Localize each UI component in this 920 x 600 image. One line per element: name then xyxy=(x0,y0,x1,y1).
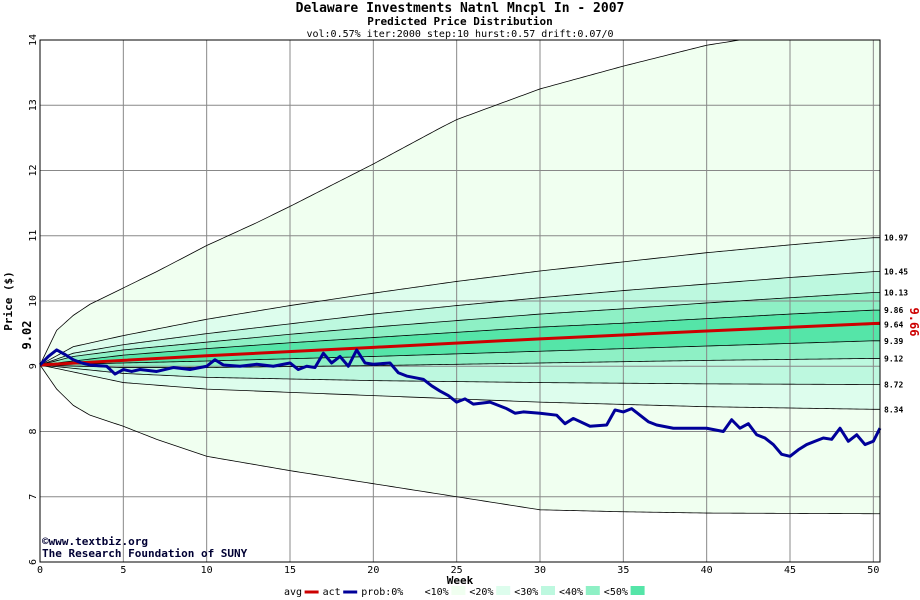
band-line-10.13 xyxy=(39,292,880,366)
legend-label-4: <20% xyxy=(469,587,493,598)
x-tick-label-30: 30 xyxy=(534,565,546,576)
band-end-label-9.39: 9.39 xyxy=(884,337,903,346)
plot-frame xyxy=(39,39,881,563)
band-line-outer-lower xyxy=(39,364,880,515)
x-tick-label-20: 20 xyxy=(367,565,379,576)
end-avg-label: 9.66 xyxy=(907,308,920,337)
y-axis-label: Price ($) xyxy=(2,271,15,331)
band-end-label-10.45: 10.45 xyxy=(884,268,908,277)
band-line-8.72 xyxy=(39,364,880,385)
start-price-label: 9.02 xyxy=(20,321,34,350)
x-axis-label: Week xyxy=(447,574,474,587)
legend-label-3: <10% xyxy=(425,587,449,598)
legend-label-0: avg xyxy=(284,587,302,598)
band-line-9.86 xyxy=(39,309,880,366)
legend-swatch-4 xyxy=(496,586,511,595)
band-end-label-9.64: 9.64 xyxy=(884,320,903,329)
band-line-10.97 xyxy=(39,237,880,366)
x-tick-label-50: 50 xyxy=(867,565,879,576)
legend-label-6: <40% xyxy=(559,587,583,598)
x-tick-label-5: 5 xyxy=(120,565,126,576)
credit-org: The Research Foundation of SUNY xyxy=(42,547,248,560)
chart-params: vol:0.57% iter:2000 step:10 hurst:0.57 d… xyxy=(306,29,613,40)
grid-lines xyxy=(39,39,880,563)
y-tick-label-12: 12 xyxy=(28,164,39,176)
chart-subtitle: Predicted Price Distribution xyxy=(367,15,552,28)
band-end-label-10.13: 10.13 xyxy=(884,289,908,298)
y-tick-label-8: 8 xyxy=(28,428,39,434)
y-tick-label-14: 14 xyxy=(28,34,39,46)
legend-swatch-5 xyxy=(541,586,555,595)
series-line-avg xyxy=(39,321,881,367)
x-tick-label-10: 10 xyxy=(201,565,213,576)
chart-title: Delaware Investments Natnl Mncpl In - 20… xyxy=(296,1,625,16)
band-line-9.39 xyxy=(39,340,880,366)
x-tick-label-45: 45 xyxy=(784,565,796,576)
band-end-label-10.97: 10.97 xyxy=(884,234,908,243)
legend-label-2: prob:0% xyxy=(361,587,403,598)
legend-swatch-6 xyxy=(585,586,600,595)
series-line-act xyxy=(38,348,882,458)
y-tick-label-11: 11 xyxy=(28,230,39,242)
series-lines xyxy=(38,321,882,458)
y-tick-label-13: 13 xyxy=(28,99,39,111)
legend-swatch-7 xyxy=(630,586,645,595)
x-tick-label-15: 15 xyxy=(284,565,296,576)
x-tick-label-0: 0 xyxy=(37,565,43,576)
band-end-labels: 10.97 10.45 10.13 9.86 9.64 9.39 9.12 8.72 8.34 xyxy=(884,234,908,415)
band-line-10.45 xyxy=(39,271,880,366)
legend: avg act prob:0% <10% <20% <30% <40% <50% xyxy=(284,586,645,598)
credit-url: ©www.textbiz.org xyxy=(42,535,148,548)
x-tick-label-40: 40 xyxy=(701,565,713,576)
legend-swatch-3 xyxy=(451,586,466,595)
y-tick-label-6: 6 xyxy=(28,559,39,565)
band-fill-core xyxy=(40,310,880,365)
x-tick-label-35: 35 xyxy=(617,565,629,576)
legend-label-1: act xyxy=(323,587,341,598)
x-tick-labels: 0 5 10 15 20 25 30 35 40 45 50 xyxy=(37,565,879,576)
y-tick-label-10: 10 xyxy=(28,295,39,307)
legend-swatch-2 xyxy=(406,586,421,595)
band-end-label-8.34: 8.34 xyxy=(884,405,903,414)
band-end-label-9.12: 9.12 xyxy=(884,354,903,363)
y-tick-label-7: 7 xyxy=(28,494,39,500)
legend-label-7: <50% xyxy=(604,587,628,598)
legend-label-5: <30% xyxy=(514,587,538,598)
y-tick-labels: 6 7 8 9 10 11 12 13 14 xyxy=(28,34,39,565)
x-tick-label-25: 25 xyxy=(451,565,463,576)
band-end-label-8.72: 8.72 xyxy=(884,381,903,390)
band-end-label-9.86: 9.86 xyxy=(884,306,903,315)
band-line-8.34 xyxy=(39,364,880,410)
y-tick-label-9: 9 xyxy=(28,363,39,369)
